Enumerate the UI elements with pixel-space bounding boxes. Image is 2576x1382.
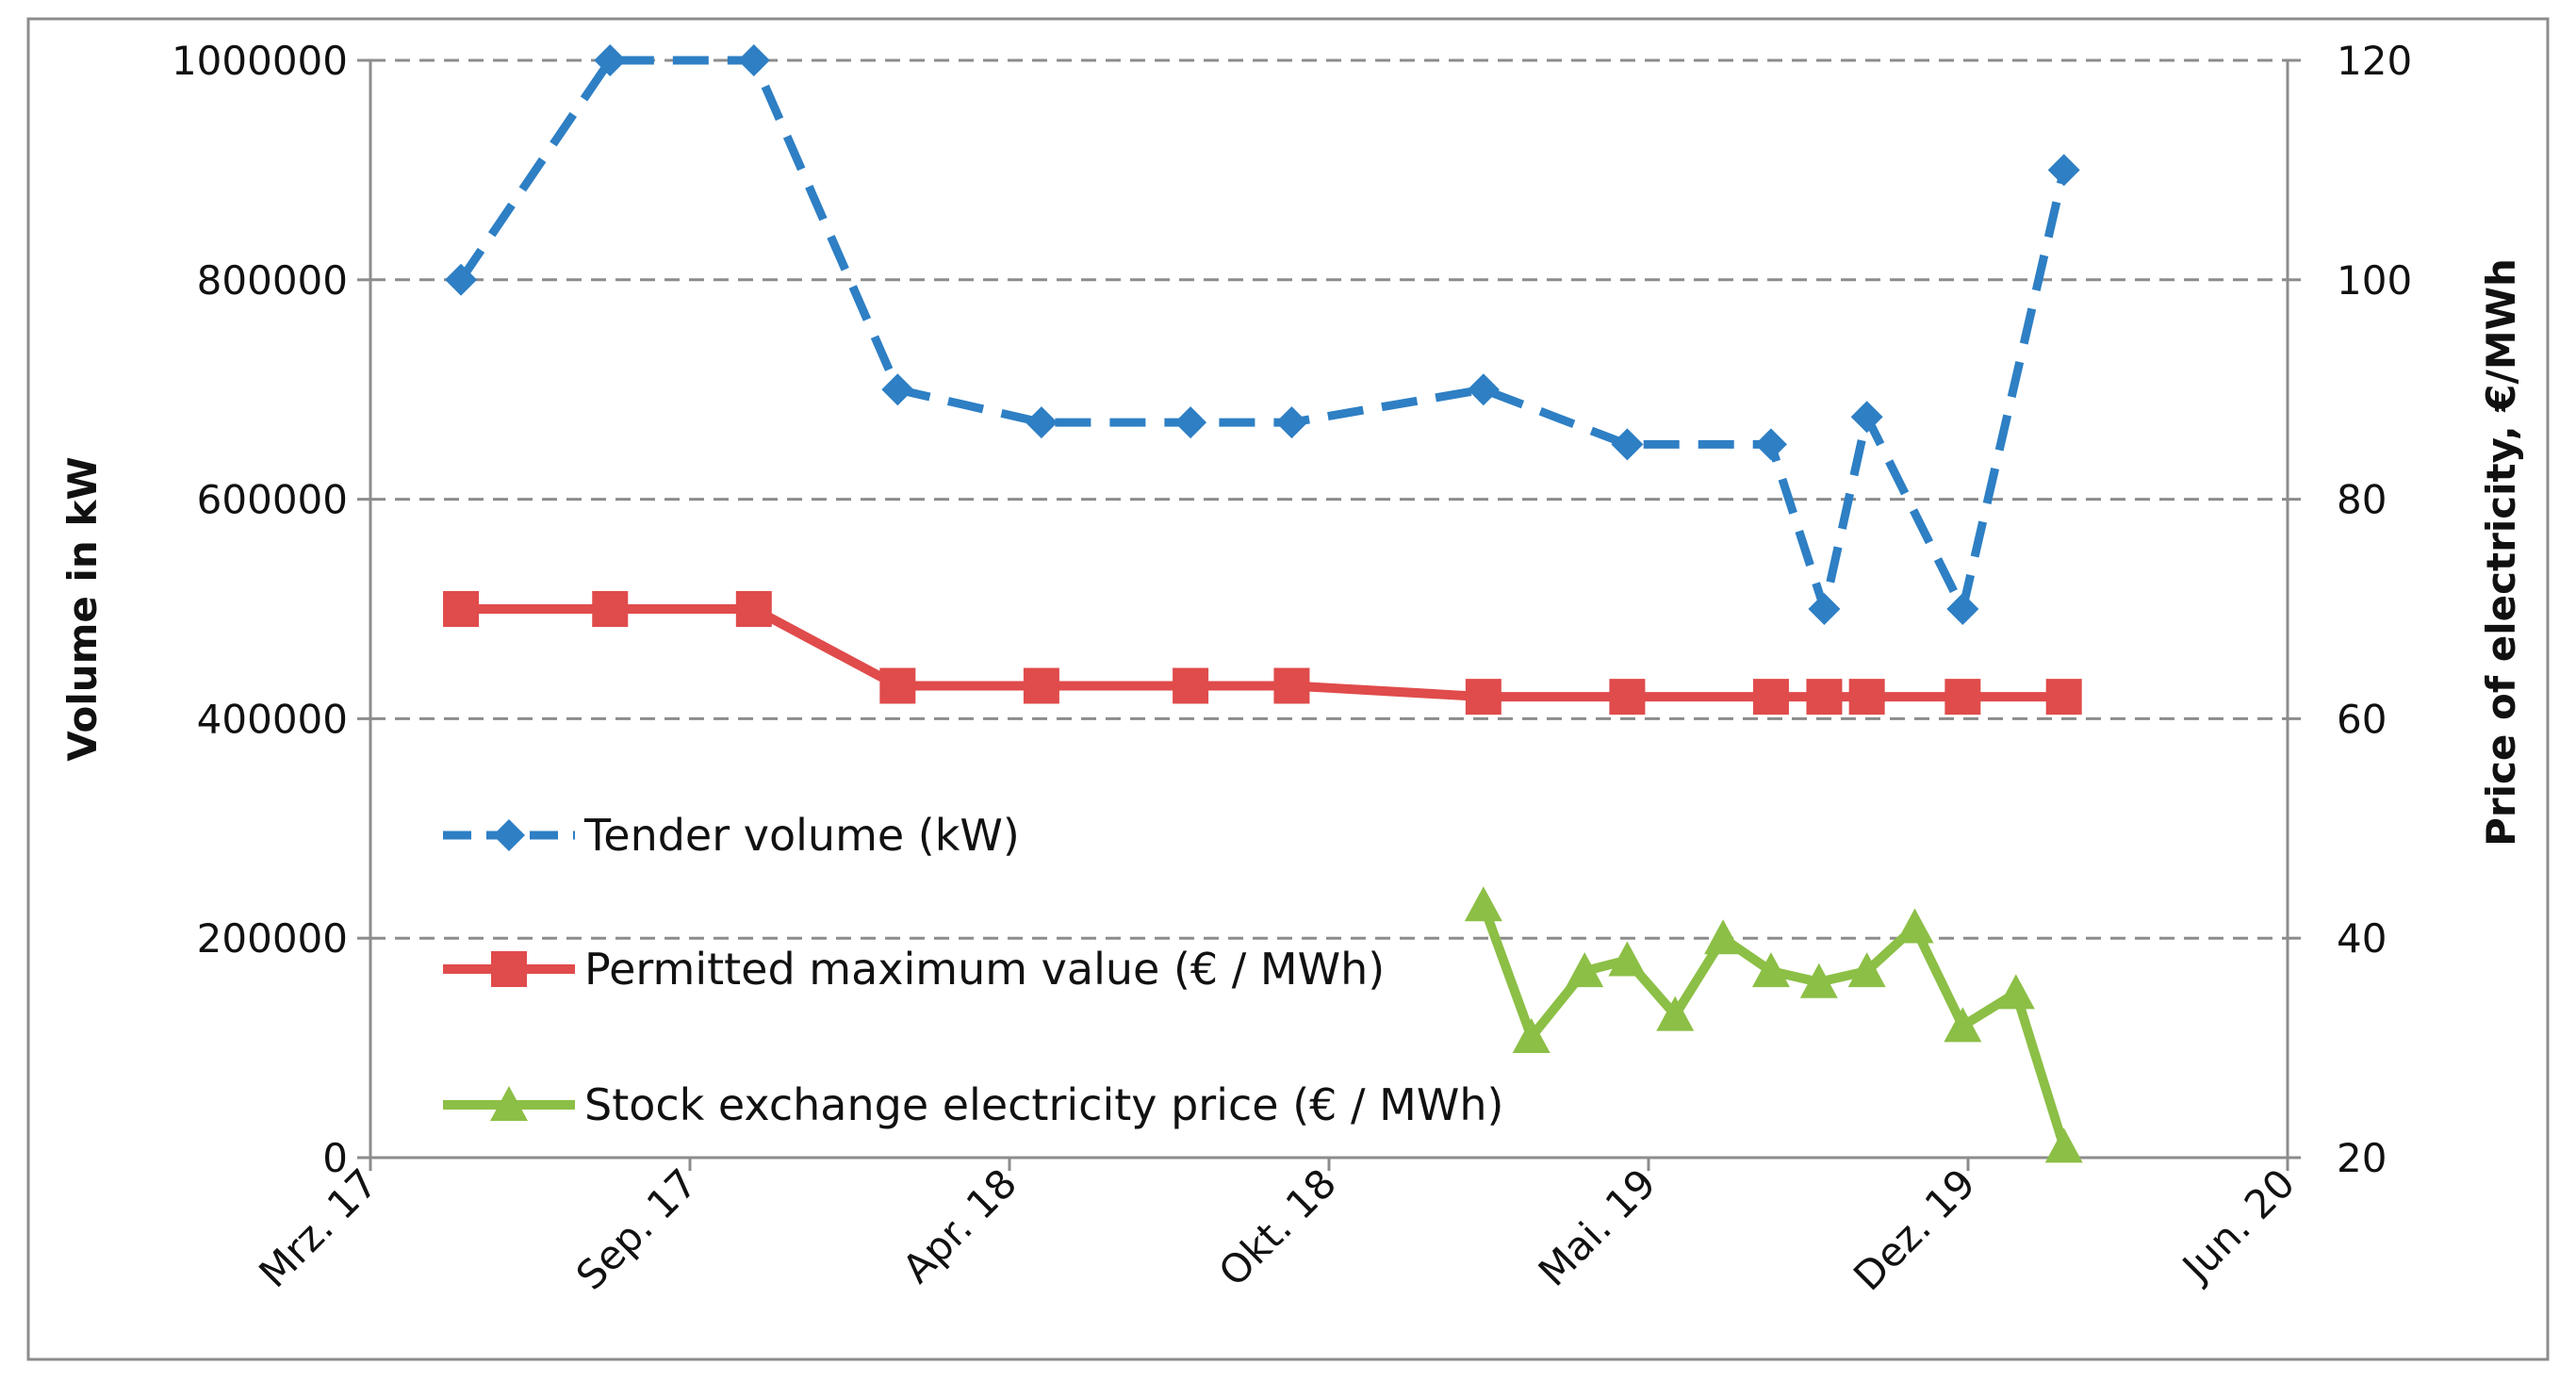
series-2-point-2 [1566, 952, 1604, 988]
y-right-tick-label-0: 20 [2337, 1135, 2387, 1181]
y-left-tick-label-2: 400000 [197, 696, 348, 742]
y-right-tick-label-1: 40 [2337, 915, 2387, 962]
series-2-point-7 [1799, 962, 1838, 998]
series-1-point-8 [1609, 679, 1646, 716]
legend-label-0: Tender volume (kW) [583, 810, 1020, 861]
y-axis-left-title: Volume in kW [59, 456, 106, 761]
series-0-point-1 [594, 44, 627, 76]
series-1-point-6 [1273, 667, 1310, 704]
series-0-point-4 [1025, 406, 1058, 439]
series-2-point-4 [1656, 995, 1695, 1031]
series-0-point-2 [737, 44, 770, 76]
series-1-point-2 [735, 591, 772, 627]
series-2-point-6 [1751, 952, 1790, 988]
legend-swatch-marker-1 [491, 951, 527, 987]
series-1-point-9 [1752, 679, 1789, 716]
y-right-tick-label-5: 120 [2337, 38, 2412, 84]
series-2-point-11 [1996, 974, 2035, 1010]
series-0-point-8 [1611, 428, 1644, 461]
series-0-point-6 [1275, 406, 1308, 439]
legend: Tender volume (kW) Permitted maximum valu… [443, 810, 1503, 1130]
series-1-point-0 [443, 591, 480, 627]
series-1-point-4 [1023, 667, 1059, 704]
y-left-tick-label-1: 200000 [197, 915, 348, 962]
legend-label-2: Stock exchange electricity price (€ / MW… [584, 1079, 1503, 1130]
legend-label-1: Permitted maximum value (€ / MWh) [584, 944, 1385, 995]
series-0-point-12 [1946, 593, 1979, 625]
series-2-point-8 [1847, 952, 1886, 988]
series-1-point-7 [1465, 679, 1501, 716]
y-right-tick-label-3: 80 [2337, 477, 2387, 523]
y-right-tick-label-4: 100 [2337, 257, 2412, 304]
series-0-point-7 [1467, 373, 1500, 406]
series-2-point-1 [1512, 1017, 1551, 1053]
series-1-point-1 [592, 591, 629, 627]
legend-swatch-marker-0 [493, 819, 525, 851]
series-2-point-12 [2044, 1127, 2083, 1163]
series-0-line [457, 56, 2069, 614]
series-1-point-13 [2045, 679, 2082, 716]
series-2-point-3 [1608, 941, 1647, 977]
y-left-tick-label-3: 600000 [197, 477, 348, 523]
series [443, 44, 2083, 1163]
series-0-point-9 [1754, 428, 1787, 461]
y-left-tick-label-0: 0 [322, 1135, 348, 1181]
y-right-tick-label-2: 60 [2337, 696, 2387, 742]
legend-swatch-marker-2 [490, 1086, 528, 1121]
y-left-tick-label-4: 800000 [197, 257, 348, 304]
y-left-tick-label-5: 1000000 [172, 38, 348, 84]
series-0-point-0 [445, 263, 478, 296]
series-1-point-5 [1173, 667, 1209, 704]
series-2-point-10 [1944, 1007, 1982, 1043]
series-1-point-10 [1806, 679, 1843, 716]
series-0-point-13 [2047, 154, 2080, 187]
series-0-point-10 [1808, 593, 1841, 625]
y-axis-right-title: Price of electricity, €/MWh [2478, 258, 2524, 847]
series-2-point-5 [1704, 919, 1743, 955]
series-1-point-12 [1944, 679, 1981, 716]
series-0-point-5 [1174, 406, 1207, 439]
series-0-point-11 [1850, 401, 1883, 434]
series-2-point-0 [1464, 886, 1502, 922]
series-0-point-3 [881, 373, 914, 406]
series-1-point-11 [1848, 679, 1885, 716]
series-1-point-3 [879, 667, 916, 704]
series-2-point-9 [1895, 908, 1934, 944]
